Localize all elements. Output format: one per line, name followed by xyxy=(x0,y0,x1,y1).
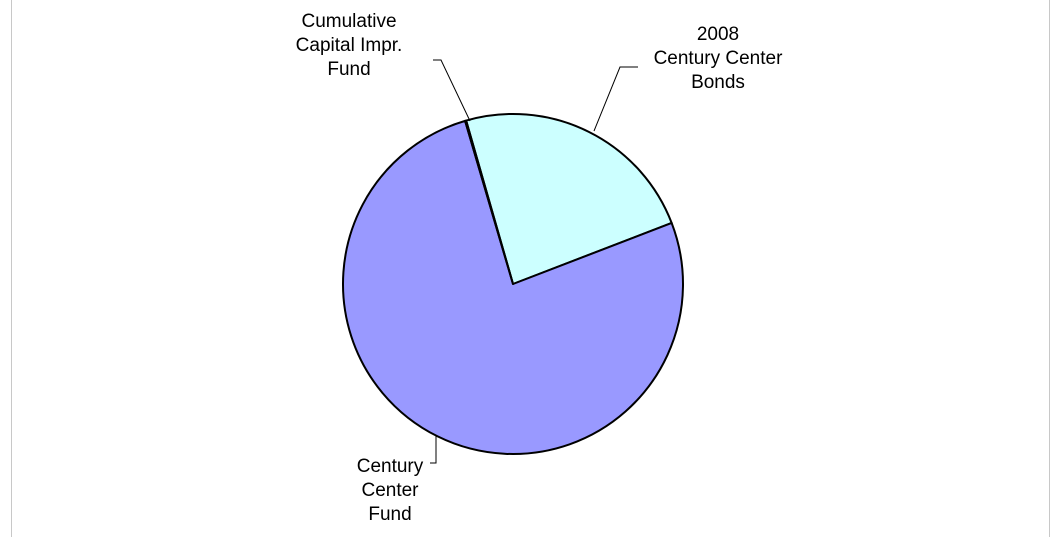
slice-label-line: Fund xyxy=(368,504,411,525)
slice-label-line: Century Center xyxy=(654,48,784,69)
chart-frame xyxy=(11,0,1050,537)
slice-label-line: 2008 xyxy=(697,24,739,45)
slice-labels: 2008 Century Center Bonds Century Center Fund… xyxy=(296,11,783,525)
slice-label-line: Capital Impr. xyxy=(296,35,403,56)
leader-lines xyxy=(430,59,638,464)
slice-label-line: Fund xyxy=(327,59,370,80)
slice-label-2008-century-center-bonds: 2008 Century Center Bonds xyxy=(654,24,784,93)
pie-slice-cumulative-capital-impr-fund xyxy=(464,119,514,285)
pie-slice-century-center-fund xyxy=(342,119,684,455)
slice-label-century-center-fund: Century Center Fund xyxy=(357,456,424,525)
leader-line-2008-century-center-bonds xyxy=(593,66,638,132)
slice-label-line: Center xyxy=(361,480,419,501)
slice-label-line: Bonds xyxy=(691,72,745,93)
leader-line-century-center-fund xyxy=(430,436,437,464)
pie-slices xyxy=(342,113,684,455)
slice-label-line: Century xyxy=(357,456,424,477)
slice-label-line: Cumulative xyxy=(301,11,396,32)
pie-slice-2008-century-center-bonds xyxy=(465,113,673,285)
slice-label-cumulative-capital-impr-fund: Cumulative Capital Impr. Fund xyxy=(296,11,403,80)
leader-line-cumulative-capital-impr-fund xyxy=(433,59,471,122)
